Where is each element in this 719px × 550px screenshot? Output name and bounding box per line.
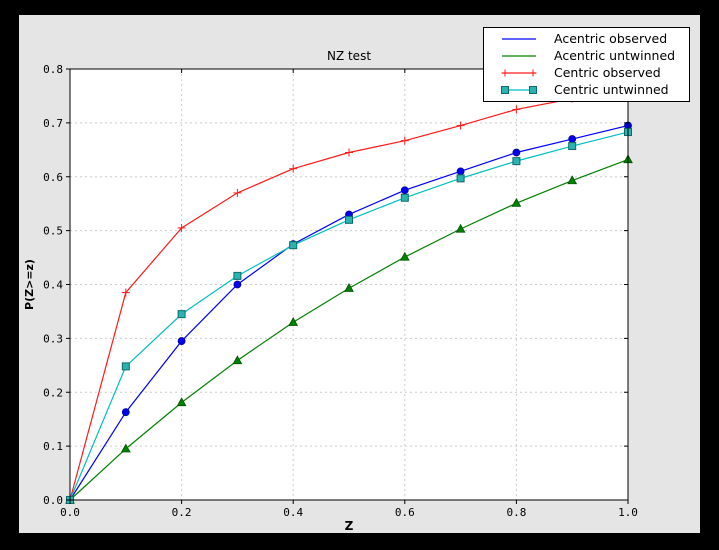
data-point-circle — [121, 408, 130, 417]
data-point-square — [289, 241, 298, 250]
legend-line-sample — [502, 38, 536, 40]
x-tick-label: 0.0 — [60, 506, 80, 519]
legend-sample-shape — [501, 85, 509, 94]
data-point-triangle — [511, 197, 522, 207]
data-point-triangle — [567, 175, 578, 185]
legend-item-centric-observed: Centric observed — [484, 65, 689, 81]
data-point-triangle — [399, 251, 410, 261]
data-point-square — [233, 271, 242, 280]
x-tick-label: 0.8 — [506, 506, 526, 519]
data-point-triangle — [344, 283, 354, 292]
chart-title: NZ test — [327, 49, 371, 63]
data-point-square — [345, 215, 353, 224]
data-point-triangle — [288, 316, 299, 326]
x-tick-label: 0.2 — [172, 506, 192, 519]
y-tick-label: 0.7 — [43, 117, 63, 130]
data-point-circle — [456, 167, 465, 176]
legend-item-acentric-observed: Acentric observed — [484, 31, 689, 47]
y-tick-label: 0.6 — [43, 171, 63, 184]
data-point-circle — [512, 148, 521, 157]
plot-area: 0.0 0.2 0.4 0.6 0.8 1.0 0.0 0.1 0.2 0.3 0.4 0.5 0.6 0… — [23, 49, 638, 533]
data-point-triangle — [176, 397, 187, 407]
legend: Acentric observed Acentric untwinned Cen… — [483, 27, 690, 102]
y-tick-label: 0.4 — [43, 279, 63, 292]
legend-item-centric-untwinned: Centric untwinned — [484, 82, 689, 98]
legend-label: Acentric observed — [554, 31, 668, 47]
y-tick-label: 0.2 — [43, 386, 63, 399]
legend-label: Centric untwinned — [554, 81, 669, 97]
data-point-circle — [233, 280, 242, 289]
legend-line-sample — [501, 69, 537, 77]
x-tick-label: 0.4 — [283, 506, 303, 519]
data-point-square — [456, 174, 465, 183]
data-point-triangle — [120, 443, 131, 453]
data-point-square — [400, 193, 409, 202]
legend-item-acentric-untwinned: Acentric untwinned — [484, 48, 689, 64]
data-point-square — [121, 362, 130, 371]
y-tick-label: 0.3 — [43, 332, 63, 345]
x-tick-label: 1.0 — [618, 506, 638, 519]
data-point-circle — [177, 337, 186, 345]
figure-canvas: 0.0 0.2 0.4 0.6 0.8 1.0 0.0 0.1 0.2 0.3 0.4 0.5 0.6 0… — [19, 15, 700, 533]
y-tick-label: 0.5 — [43, 225, 63, 238]
legend-sample-shape — [529, 85, 537, 94]
legend-line-sample — [502, 55, 536, 57]
x-tick-label: 0.6 — [395, 506, 415, 519]
data-point-circle — [400, 186, 409, 195]
y-tick-label: 0.1 — [43, 440, 63, 453]
data-point-triangle — [232, 355, 243, 365]
legend-label: Centric observed — [554, 64, 661, 80]
legend-label: Acentric untwinned — [554, 48, 676, 64]
y-axis-label: P(Z>=z) — [23, 259, 36, 310]
data-point-triangle — [455, 223, 466, 233]
data-point-square — [512, 157, 521, 166]
data-point-square — [177, 310, 186, 319]
legend-line-sample — [501, 85, 537, 94]
data-point-square — [568, 142, 577, 151]
data-point-circle — [568, 135, 577, 143]
y-tick-label: 0.0 — [43, 494, 63, 507]
y-tick-label: 0.8 — [43, 63, 63, 76]
x-axis-label: Z — [345, 519, 354, 533]
